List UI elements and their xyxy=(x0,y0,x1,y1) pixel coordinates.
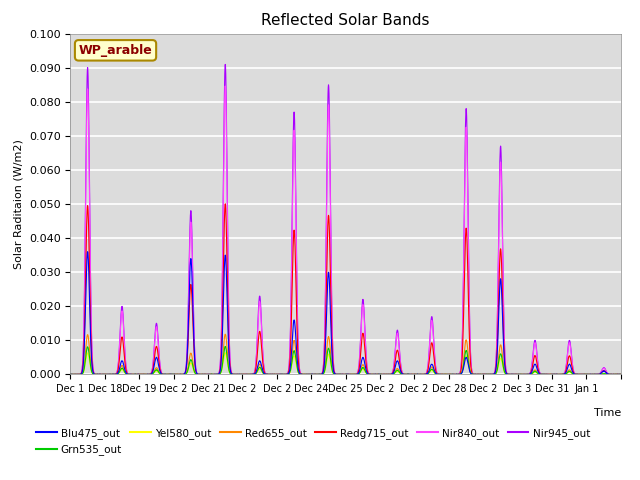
Title: Reflected Solar Bands: Reflected Solar Bands xyxy=(261,13,430,28)
Y-axis label: Solar Raditaion (W/m2): Solar Raditaion (W/m2) xyxy=(13,139,24,269)
Legend: Blu475_out, Grn535_out, Yel580_out, Red655_out, Redg715_out, Nir840_out, Nir945_: Blu475_out, Grn535_out, Yel580_out, Red6… xyxy=(31,424,594,459)
Text: WP_arable: WP_arable xyxy=(79,44,152,57)
Text: Time: Time xyxy=(593,408,621,419)
